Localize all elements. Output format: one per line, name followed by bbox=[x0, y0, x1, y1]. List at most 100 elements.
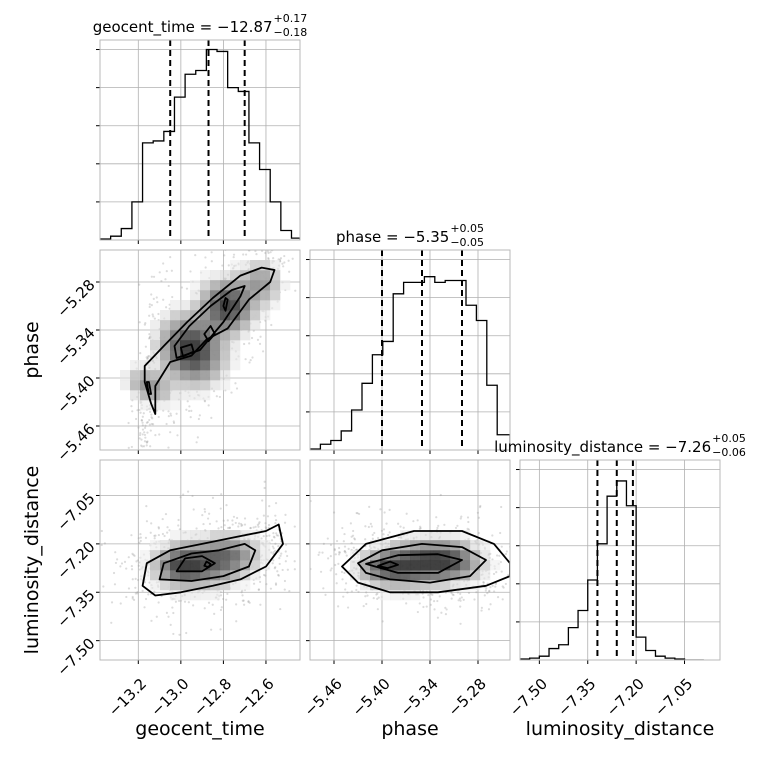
scatter-point bbox=[500, 545, 503, 548]
scatter-point bbox=[510, 566, 512, 568]
scatter-point bbox=[141, 482, 143, 484]
scatter-point bbox=[251, 356, 254, 359]
scatter-point bbox=[144, 345, 147, 348]
scatter-point bbox=[288, 226, 290, 228]
scatter-point bbox=[337, 553, 341, 556]
scatter-point bbox=[235, 204, 237, 206]
panel-frame bbox=[519, 459, 721, 661]
density-cell bbox=[180, 380, 191, 391]
scatter-point bbox=[362, 605, 365, 608]
scatter-point bbox=[243, 517, 247, 520]
scatter-point bbox=[450, 597, 453, 600]
scatter-point bbox=[164, 512, 168, 516]
scatter-point bbox=[276, 215, 278, 217]
scatter-point bbox=[272, 257, 275, 260]
scatter-point bbox=[376, 608, 379, 611]
scatter-point bbox=[246, 226, 248, 228]
density-cell bbox=[180, 590, 191, 601]
scatter-point bbox=[270, 323, 273, 327]
x-tick-label: −5.28 bbox=[445, 675, 490, 720]
scatter-point bbox=[134, 577, 137, 580]
density-cell bbox=[450, 550, 461, 561]
scatter-point bbox=[146, 421, 149, 424]
scatter-point bbox=[220, 493, 223, 496]
density-cell bbox=[200, 290, 211, 301]
scatter-point bbox=[267, 251, 270, 255]
density-cell bbox=[250, 320, 261, 331]
scatter-point bbox=[438, 595, 441, 598]
contour-0 bbox=[143, 266, 276, 415]
scatter-point bbox=[156, 301, 159, 304]
scatter-point bbox=[152, 275, 156, 278]
scatter-point bbox=[259, 580, 262, 584]
scatter-point bbox=[500, 570, 503, 573]
scatter-point bbox=[274, 566, 277, 569]
scatter-point bbox=[242, 599, 245, 602]
scatter-point bbox=[190, 409, 193, 413]
scatter-point bbox=[352, 529, 355, 533]
density-cell bbox=[180, 560, 191, 571]
scatter-point bbox=[376, 592, 379, 595]
scatter-point bbox=[289, 244, 291, 246]
scatter-point bbox=[334, 563, 337, 567]
scatter-point bbox=[138, 541, 141, 544]
scatter-point bbox=[226, 222, 228, 224]
scatter-point bbox=[146, 440, 149, 443]
scatter-point bbox=[242, 603, 246, 606]
scatter-point bbox=[512, 568, 514, 570]
scatter-point bbox=[247, 600, 250, 603]
scatter-point bbox=[405, 602, 408, 605]
scatter-point bbox=[240, 524, 243, 527]
scatter-point bbox=[267, 258, 270, 261]
density-cell bbox=[220, 340, 231, 351]
scatter-point bbox=[161, 517, 164, 521]
title-text: phase = −5.35 bbox=[336, 228, 449, 246]
scatter-point bbox=[265, 582, 268, 586]
density-cell bbox=[190, 390, 201, 401]
scatter-point bbox=[280, 246, 282, 248]
scatter-point bbox=[337, 546, 341, 550]
scatter-point bbox=[285, 543, 288, 546]
panel-frame bbox=[309, 459, 511, 661]
density-cell bbox=[250, 270, 261, 281]
scatter-point bbox=[173, 478, 175, 480]
scatter-point bbox=[235, 387, 239, 390]
scatter-point bbox=[145, 504, 148, 508]
density-cell bbox=[460, 580, 471, 591]
density-cell bbox=[240, 320, 251, 331]
scatter-point bbox=[274, 542, 277, 545]
scatter-point bbox=[257, 525, 260, 528]
scatter-point bbox=[496, 596, 500, 599]
y-tick-label: −7.35 bbox=[53, 586, 98, 631]
density-cell bbox=[210, 540, 221, 551]
scatter-point bbox=[259, 214, 261, 216]
scatter-point bbox=[241, 523, 244, 527]
scatter-point bbox=[177, 599, 181, 602]
density-cell bbox=[230, 310, 241, 321]
scatter-point bbox=[280, 552, 283, 555]
scatter-point bbox=[189, 270, 192, 273]
x-tick-label: −5.46 bbox=[301, 675, 346, 720]
y-axis-label-luminosity_distance: luminosity_distance bbox=[21, 466, 43, 655]
scatter-point bbox=[178, 633, 181, 636]
panel-2-0 bbox=[96, 459, 301, 664]
scatter-point bbox=[443, 523, 446, 526]
scatter-point bbox=[252, 526, 255, 529]
contour-3 bbox=[203, 325, 216, 343]
scatter-point bbox=[162, 298, 165, 301]
x-tick-label: −7.50 bbox=[506, 675, 551, 720]
density-cell bbox=[190, 340, 201, 351]
scatter-point bbox=[418, 527, 421, 530]
scatter-point bbox=[139, 411, 142, 414]
scatter-point bbox=[375, 593, 378, 596]
density-cell bbox=[430, 580, 441, 591]
scatter-point bbox=[203, 400, 207, 403]
density-cell bbox=[400, 570, 411, 581]
density-cell bbox=[270, 290, 281, 301]
scatter-point bbox=[149, 445, 152, 448]
scatter-point bbox=[492, 572, 496, 576]
density-cell bbox=[170, 360, 181, 371]
scatter-point bbox=[249, 359, 252, 362]
scatter-point bbox=[501, 585, 504, 588]
scatter-point bbox=[144, 536, 148, 539]
